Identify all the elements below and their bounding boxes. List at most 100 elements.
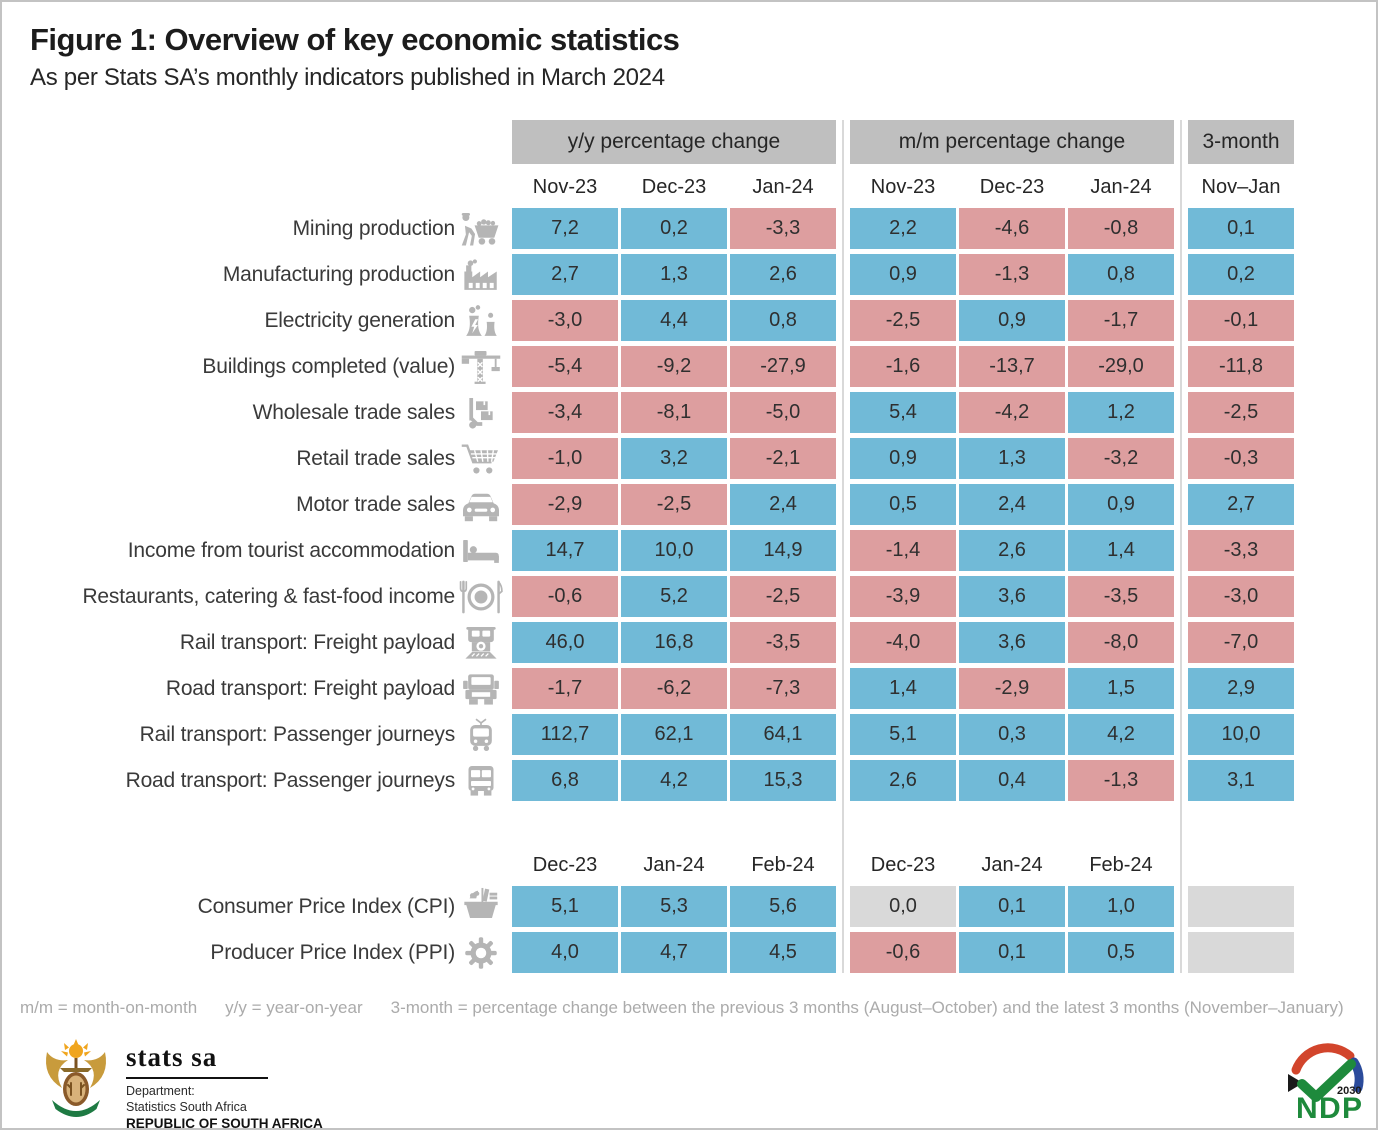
bus-icon <box>458 760 504 801</box>
value-cell-yoy: -2,1 <box>730 438 836 479</box>
value-cell-mom: -0,8 <box>1068 208 1174 249</box>
group-header-3month: 3-month <box>1188 120 1294 164</box>
value-cell-yoy: -5,4 <box>512 346 618 387</box>
row-label: Motor trade sales <box>296 492 455 516</box>
value-cell-mom: -1,4 <box>850 530 956 571</box>
row-label: Manufacturing production <box>222 262 455 286</box>
value-cell-mom: 1,2 <box>1068 392 1174 433</box>
bed-icon <box>458 530 504 571</box>
value-cell-yoy: 6,8 <box>512 760 618 801</box>
locomotive-icon <box>458 622 504 663</box>
value-cell-mom: 0,4 <box>959 760 1065 801</box>
value-cell-yoy: 4,5 <box>730 932 836 973</box>
value-cell-yoy: 5,3 <box>621 886 727 927</box>
statssa-logo-block: stats sa Department: Statistics South Af… <box>40 1038 323 1133</box>
value-cell-mom: 2,6 <box>959 530 1065 571</box>
row-label: Rail transport: Passenger journeys <box>139 722 456 746</box>
value-cell-mom: 1,5 <box>1068 668 1174 709</box>
value-cell-yoy: 2,4 <box>730 484 836 525</box>
value-cell-yoy: 5,2 <box>621 576 727 617</box>
value-cell-3month: -7,0 <box>1188 622 1294 663</box>
power-plant-icon <box>458 300 504 341</box>
hand-truck-icon <box>458 392 504 433</box>
value-cell-3month: -3,3 <box>1188 530 1294 571</box>
value-cell-3month: 10,0 <box>1188 714 1294 755</box>
value-cell-yoy: -3,0 <box>512 300 618 341</box>
value-cell-mom: 1,4 <box>850 668 956 709</box>
value-cell-mom: -1,3 <box>959 254 1065 295</box>
row-label: Electricity generation <box>264 308 455 332</box>
value-cell-3month <box>1188 886 1294 927</box>
svg-text:P: P <box>1342 1092 1362 1124</box>
coat-of-arms-icon <box>40 1038 112 1133</box>
column-month-header: Dec-23 <box>532 854 598 876</box>
column-month-header: Jan-24 <box>752 176 814 198</box>
truck-icon <box>458 668 504 709</box>
tram-icon <box>458 714 504 755</box>
column-month-header: Jan-24 <box>643 854 705 876</box>
value-cell-mom: 0,5 <box>1068 932 1174 973</box>
group-header-mom: m/m percentage change <box>850 120 1174 164</box>
value-cell-yoy: -5,0 <box>730 392 836 433</box>
value-cell-mom: 1,3 <box>959 438 1065 479</box>
value-cell-yoy: -3,4 <box>512 392 618 433</box>
page-subtitle: As per Stats SA’s monthly indicators pub… <box>30 64 665 91</box>
row-label: Income from tourist accommodation <box>127 538 455 562</box>
value-cell-yoy: -1,7 <box>512 668 618 709</box>
value-cell-yoy: 16,8 <box>621 622 727 663</box>
value-cell-mom: 4,2 <box>1068 714 1174 755</box>
footnote-3month: 3-month = percentage change between the … <box>390 998 1344 1017</box>
value-cell-mom: -29,0 <box>1068 346 1174 387</box>
svg-text:D: D <box>1319 1092 1341 1124</box>
value-cell-yoy: 7,2 <box>512 208 618 249</box>
value-cell-3month: 2,7 <box>1188 484 1294 525</box>
footnote: m/m = month-on-month y/y = year-on-year 3-… <box>20 998 1372 1018</box>
value-cell-mom: 1,0 <box>1068 886 1174 927</box>
value-cell-mom: 0,9 <box>1068 484 1174 525</box>
value-cell-mom: 0,1 <box>959 886 1065 927</box>
value-cell-yoy: 4,0 <box>512 932 618 973</box>
group-header-yoy: y/y percentage change <box>512 120 836 164</box>
value-cell-yoy: -0,6 <box>512 576 618 617</box>
column-month-header: Nov-23 <box>870 176 936 198</box>
value-cell-3month: -0,3 <box>1188 438 1294 479</box>
ndp-logo: N D P 2030 <box>1274 1040 1369 1129</box>
value-cell-mom: 3,6 <box>959 622 1065 663</box>
value-cell-mom: 5,1 <box>850 714 956 755</box>
value-cell-3month: 0,1 <box>1188 208 1294 249</box>
column-month-header-3month: Nov–Jan <box>1201 176 1281 198</box>
value-cell-mom: -2,9 <box>959 668 1065 709</box>
value-cell-mom: -4,0 <box>850 622 956 663</box>
economic-indicators-table: y/y percentage change m/m percentage cha… <box>30 120 1294 973</box>
value-cell-yoy: -3,3 <box>730 208 836 249</box>
value-cell-yoy: 2,7 <box>512 254 618 295</box>
value-cell-mom: 0,8 <box>1068 254 1174 295</box>
row-label: Buildings completed (value) <box>202 354 455 378</box>
divider-mom-3month <box>1180 120 1182 973</box>
value-cell-3month: 3,1 <box>1188 760 1294 801</box>
value-cell-yoy: -8,1 <box>621 392 727 433</box>
value-cell-mom: -2,5 <box>850 300 956 341</box>
value-cell-yoy: 64,1 <box>730 714 836 755</box>
row-label: Mining production <box>292 216 456 240</box>
value-cell-mom: -4,6 <box>959 208 1065 249</box>
value-cell-yoy: -2,9 <box>512 484 618 525</box>
footnote-yy: y/y = year-on-year <box>225 998 363 1017</box>
statssa-wordmark: stats sa <box>126 1044 268 1079</box>
column-month-header: Nov-23 <box>532 176 598 198</box>
value-cell-mom: 0,5 <box>850 484 956 525</box>
value-cell-mom: 0,9 <box>850 438 956 479</box>
value-cell-yoy: 1,3 <box>621 254 727 295</box>
value-cell-mom: 3,6 <box>959 576 1065 617</box>
value-cell-yoy: 2,6 <box>730 254 836 295</box>
value-cell-3month: -3,0 <box>1188 576 1294 617</box>
value-cell-3month: -11,8 <box>1188 346 1294 387</box>
value-cell-yoy: 3,2 <box>621 438 727 479</box>
value-cell-yoy: 112,7 <box>512 714 618 755</box>
row-label: Wholesale trade sales <box>252 400 456 424</box>
value-cell-mom: -3,5 <box>1068 576 1174 617</box>
crane-icon <box>458 346 504 387</box>
value-cell-mom: -3,2 <box>1068 438 1174 479</box>
basket-icon <box>458 886 504 927</box>
value-cell-mom: 2,2 <box>850 208 956 249</box>
